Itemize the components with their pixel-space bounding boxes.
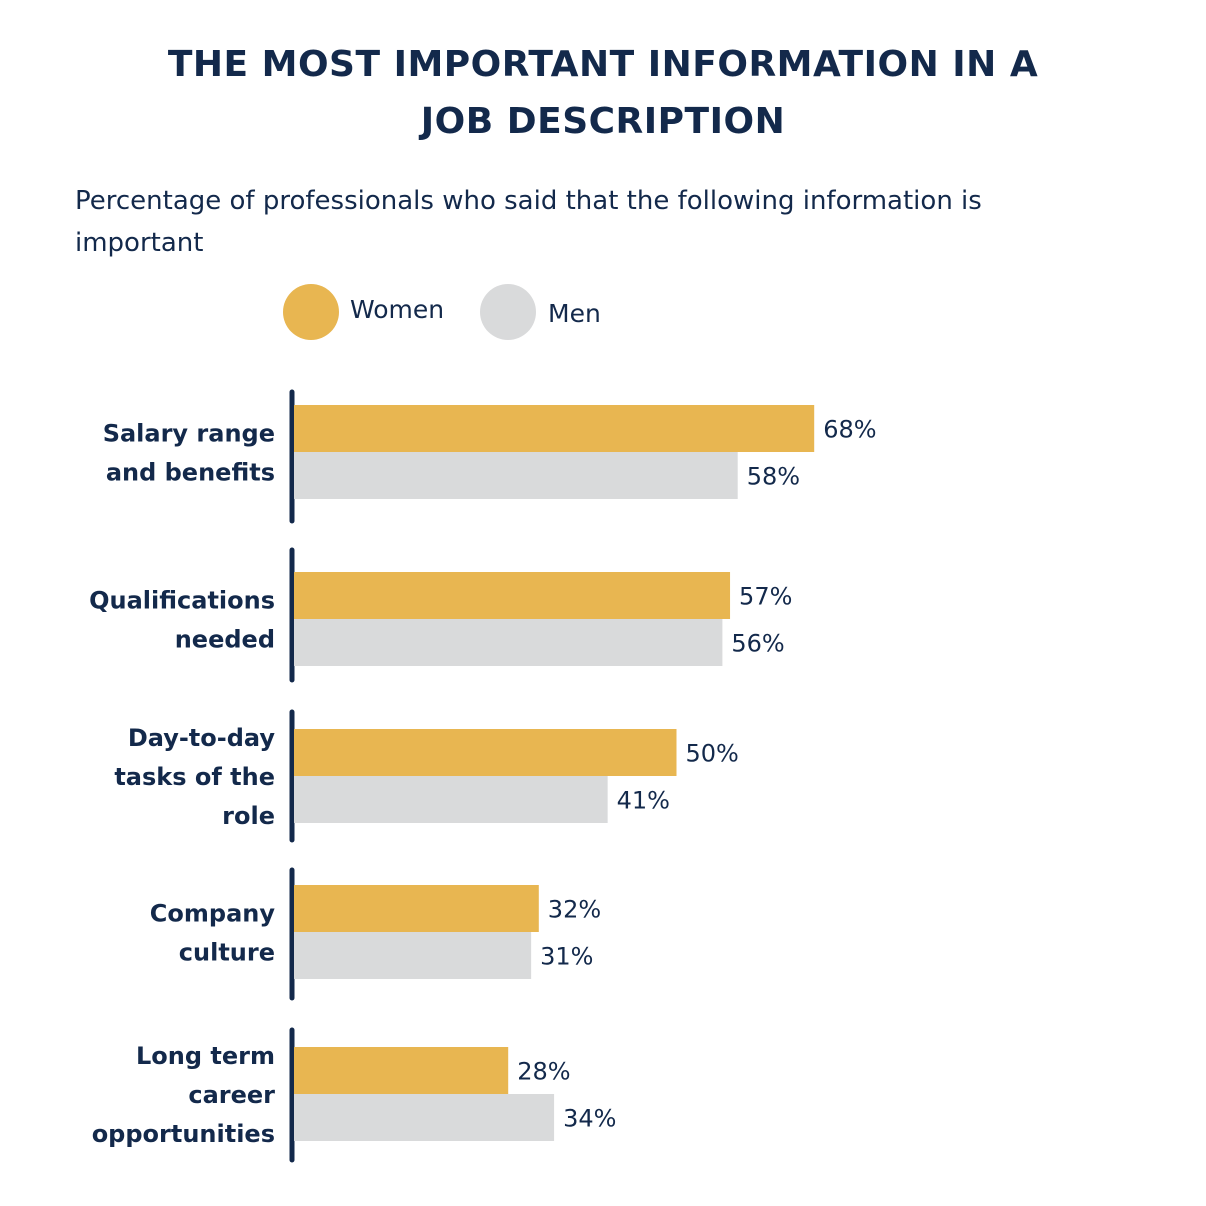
category-label: Salary range [103, 420, 275, 448]
chart-title-line2: JOB DESCRIPTION [420, 101, 786, 142]
legend-swatch-men [480, 284, 536, 340]
value-label-women: 32% [548, 896, 601, 924]
category-label: Day-to-day [128, 724, 276, 752]
category-label: career [188, 1081, 275, 1109]
bar-men [294, 776, 608, 823]
category-label: culture [179, 939, 275, 967]
legend-swatch-women [283, 284, 339, 340]
chart-subtitle: Percentage of professionals who said tha… [75, 186, 982, 258]
category-label: tasks of the [114, 763, 275, 791]
value-label-women: 57% [739, 583, 792, 611]
value-label-women: 50% [686, 740, 739, 768]
category-label: needed [175, 626, 275, 654]
bar-men [294, 932, 532, 979]
category-label: Qualifications [89, 587, 275, 615]
value-label-men: 34% [563, 1105, 616, 1133]
chart-title: THE MOST IMPORTANT INFORMATION IN A JOB … [0, 36, 1206, 150]
legend-label-men: Men [548, 299, 601, 328]
bar-women [294, 405, 815, 452]
bar-women [294, 729, 677, 776]
bar-women [294, 572, 731, 619]
category-label: Long term [136, 1042, 275, 1070]
category-label: opportunities [92, 1120, 275, 1148]
value-label-men: 41% [617, 787, 670, 815]
value-label-men: 31% [540, 943, 593, 971]
category-label: and benefits [106, 459, 275, 487]
bar-men [294, 452, 738, 499]
value-label-men: 56% [731, 630, 784, 658]
legend-label-women: Women [350, 295, 445, 324]
category-label: role [222, 802, 275, 830]
value-label-men: 58% [747, 463, 800, 491]
chart-title-line1: THE MOST IMPORTANT INFORMATION IN A [167, 44, 1039, 85]
category-label: Company [150, 900, 276, 928]
value-label-women: 68% [823, 416, 876, 444]
bar-men [294, 619, 723, 666]
value-label-women: 28% [517, 1058, 570, 1086]
bar-women [294, 885, 539, 932]
bar-women [294, 1047, 509, 1094]
bar-men [294, 1094, 555, 1141]
